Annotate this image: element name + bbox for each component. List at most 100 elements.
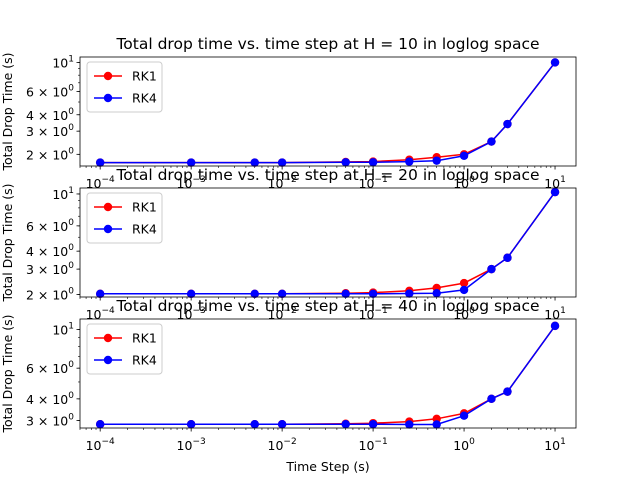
x-tick-label: 10−1: [359, 306, 388, 322]
legend-label-rk1: RK1: [132, 69, 157, 84]
x-axis-label: Time Step (s): [285, 459, 369, 474]
data-point-rk4: [277, 420, 287, 429]
data-point-rk4: [487, 394, 496, 404]
x-tick-label: 101: [544, 437, 566, 453]
data-point-rk4: [368, 289, 378, 299]
data-point-rk4: [459, 285, 469, 295]
data-point-rk4: [503, 253, 512, 262]
legend-label-rk4: RK4: [132, 222, 157, 237]
data-point-rk4: [368, 158, 378, 167]
x-tick-label: 10−2: [268, 306, 297, 322]
data-point-rk4: [503, 387, 512, 396]
legend-marker-rk1: [103, 202, 113, 212]
x-tick-label: 10−1: [359, 437, 388, 453]
legend-marker-rk4: [103, 93, 113, 103]
legend-marker-rk1: [103, 333, 113, 343]
data-point-rk4: [459, 151, 469, 160]
x-tick-label: 10−4: [86, 175, 115, 191]
data-point-rk4: [250, 158, 259, 167]
x-tick-label: 10−3: [177, 175, 206, 191]
x-tick-label: 10−1: [359, 175, 388, 191]
data-point-rk4: [277, 158, 287, 167]
data-point-rk4: [550, 58, 560, 67]
legend-label-rk1: RK1: [132, 331, 157, 346]
series-line-rk1: [100, 191, 556, 295]
x-tick-label: 100: [453, 175, 475, 191]
series-line-rk1: [100, 61, 556, 164]
axes-frame: [79, 56, 577, 167]
x-tick-label: 10−3: [177, 306, 206, 322]
chart-title: Total drop time vs. time step at H = 40 …: [115, 297, 539, 315]
y-tick-label: 101: [52, 322, 74, 338]
chart-title: Total drop time vs. time step at H = 10 …: [115, 35, 539, 53]
y-tick-label: 6 × 100: [26, 84, 74, 100]
data-point-rk4: [368, 420, 378, 429]
data-point-rk1: [459, 278, 469, 288]
data-point-rk4: [432, 156, 441, 165]
x-tick-label: 10−4: [86, 437, 115, 453]
y-tick-label: 2 × 100: [26, 286, 74, 302]
data-point-rk4: [459, 411, 469, 420]
y-tick-label: 101: [52, 186, 74, 202]
data-point-rk4: [503, 119, 512, 129]
y-tick-label: 101: [52, 54, 74, 70]
y-tick-label: 3 × 100: [26, 413, 74, 429]
y-tick-label: 4 × 100: [26, 243, 74, 259]
data-point-rk4: [186, 420, 196, 429]
data-point-rk4: [405, 157, 414, 166]
y-axis-label: Total Drop Time (s): [0, 183, 15, 302]
data-point-rk4: [405, 420, 414, 429]
legend-marker-rk4: [103, 355, 113, 365]
series-line-rk4: [100, 191, 556, 295]
y-tick-label: 3 × 100: [26, 261, 74, 277]
data-point-rk4: [186, 289, 196, 299]
x-tick-label: 10−3: [177, 437, 206, 453]
data-point-rk4: [432, 289, 441, 298]
data-point-rk4: [550, 321, 560, 331]
data-point-rk4: [341, 289, 350, 299]
data-point-rk4: [432, 420, 441, 429]
data-point-rk4: [341, 158, 350, 167]
series-line-rk4: [100, 325, 556, 426]
x-tick-label: 100: [453, 437, 475, 453]
chart-title: Total drop time vs. time step at H = 20 …: [115, 166, 539, 184]
x-tick-label: 10−2: [268, 437, 297, 453]
data-point-rk4: [250, 420, 259, 429]
x-tick-label: 101: [544, 175, 566, 191]
y-tick-label: 4 × 100: [26, 107, 74, 123]
data-point-rk4: [95, 158, 105, 167]
axes-frame: [79, 187, 577, 298]
legend-marker-rk1: [103, 71, 113, 81]
y-axis-label: Total Drop Time (s): [0, 314, 15, 433]
x-tick-label: 10−4: [86, 306, 115, 322]
subplot-3: 10−4 10−3 10−2 10−1 100 101 3 × 100 4 × 100 6 × …: [0, 297, 577, 474]
series-line-rk1: [100, 325, 556, 425]
data-point-rk4: [277, 289, 287, 299]
data-point-rk4: [95, 420, 105, 429]
x-tick-label: 101: [544, 306, 566, 322]
axes-frame: [79, 318, 577, 429]
data-point-rk4: [250, 289, 259, 299]
data-point-rk4: [95, 289, 105, 299]
data-point-rk4: [550, 187, 560, 197]
y-tick-label: 2 × 100: [26, 146, 74, 162]
legend-marker-rk4: [103, 224, 113, 234]
y-tick-label: 6 × 100: [26, 218, 74, 234]
y-tick-label: 6 × 100: [26, 360, 74, 376]
data-point-rk4: [405, 289, 414, 298]
x-tick-label: 10−2: [268, 175, 297, 191]
data-point-rk4: [186, 158, 196, 167]
data-point-rk4: [487, 264, 496, 274]
legend-label-rk4: RK4: [132, 91, 157, 106]
series-line-rk4: [100, 61, 556, 164]
x-tick-label: 100: [453, 306, 475, 322]
y-tick-label: 3 × 100: [26, 123, 74, 139]
y-axis-label: Total Drop Time (s): [0, 52, 15, 171]
data-point-rk4: [341, 420, 350, 429]
legend-label-rk4: RK4: [132, 353, 157, 368]
